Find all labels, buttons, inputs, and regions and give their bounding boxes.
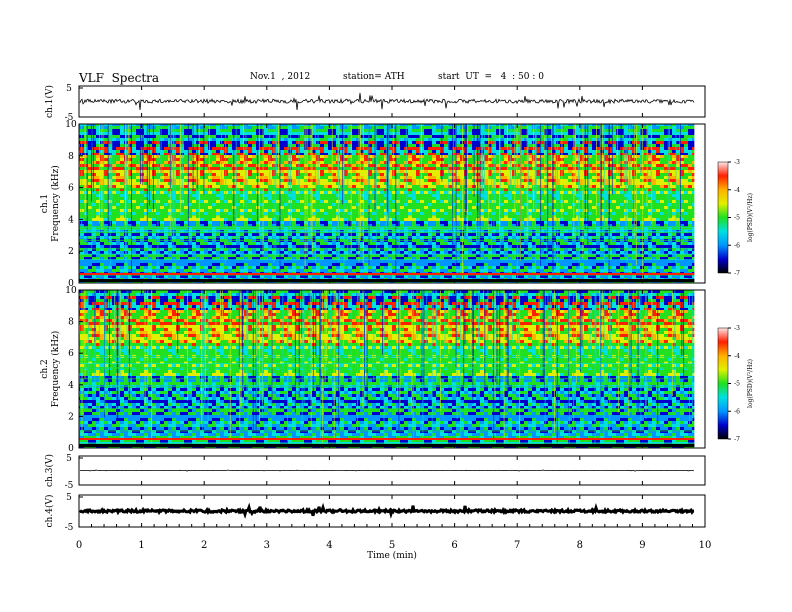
ch4_wave-ytick-0: 5: [66, 493, 72, 503]
xtick-label-3: 3: [264, 540, 270, 551]
ch1_spec-colorbar-tick-3: -6: [734, 242, 740, 249]
x-axis: 0 1 2 3 4 5 6 7 8 9 10 Time (min): [76, 86, 712, 561]
chart-title: VLF Spectra: [79, 71, 160, 85]
ch2_spec-colorbar-tick-0: -3: [734, 325, 740, 332]
start-ut-label: start UT = 4 : 50 : 0: [438, 72, 544, 82]
ch2_spec-channel-label: ch.2: [40, 359, 50, 378]
ch2_spec-ytick-0: 0: [68, 444, 74, 454]
xtick-label-1: 1: [138, 540, 144, 551]
ch1_spec-channel-label: ch.1: [40, 194, 50, 213]
x-axis-label: Time (min): [367, 550, 417, 561]
ch2_spec-ytick-5: 10: [65, 286, 77, 296]
ch1_spec-colorbar: [717, 161, 729, 274]
ch2_spec-spectrogram: 0 2 4 6 8 10 ch.2 Frequency (kHz) -3 -4 -5 -6 -7 log(…: [40, 286, 754, 454]
ch1_spec-spectrogram: 0 2 4 6 8 10 ch.1 Frequency (kHz) -3 -4 -5 -6 -7 log(…: [40, 120, 754, 289]
ch3_wave-waveform: 5 -5 ch.3(V): [44, 454, 706, 491]
station-label: station= ATH: [343, 72, 405, 82]
ch4_wave-waveform: 5 -5 ch.4(V): [44, 493, 706, 533]
ch1_spec-colorbar-tick-4: -7: [734, 270, 740, 277]
ch3_wave-trace: [80, 469, 695, 472]
ch1_wave-ylabel: ch.1(V): [44, 85, 55, 118]
xtick-label-0: 0: [76, 540, 82, 551]
xtick-label-9: 9: [639, 540, 645, 551]
ch2_spec-colorbar-tick-2: -5: [734, 381, 740, 388]
ch1_spec-colorbar-tick-2: -5: [734, 215, 740, 222]
ch1_spec-ylabel: Frequency (kHz): [50, 165, 61, 242]
xtick-label-5: 5: [389, 540, 395, 551]
ch1_spec-colorbar-label: log(PSD)(V²/Hz): [747, 193, 754, 242]
ch3_wave-ytick-0: 5: [66, 454, 72, 464]
ch2_spec-ytick-3: 6: [68, 349, 74, 359]
ch3_wave-ylabel: ch.3(V): [44, 454, 55, 487]
ch1_spec-colorbar-tick-1: -4: [734, 187, 740, 194]
ch2_spec-colorbar-tick-3: -6: [734, 408, 740, 415]
date-label: Nov.1 , 2012: [250, 72, 311, 82]
ch1_spec-ytick-3: 6: [68, 184, 74, 194]
xtick-label-7: 7: [514, 540, 520, 551]
ch1_spec-ytick-5: 10: [65, 120, 77, 130]
ch2_spec-colorbar: [717, 327, 729, 440]
xtick-label-6: 6: [451, 540, 457, 551]
ch2_spec-ytick-1: 2: [68, 412, 74, 422]
ch1_spec-ytick-2: 4: [68, 215, 74, 225]
ch1_wave-ytick-0: 5: [66, 84, 72, 94]
ch2_spec-ytick-4: 8: [68, 318, 74, 328]
xtick-label-10: 10: [699, 540, 712, 551]
xtick-label-2: 2: [201, 540, 207, 551]
ch2_spec-ytick-2: 4: [68, 381, 74, 391]
ch1_spec-ytick-4: 8: [68, 152, 74, 162]
ch2_spec-colorbar-tick-4: -7: [734, 436, 740, 443]
ch1_spec-ytick-0: 0: [68, 279, 74, 289]
ch4_wave-ytick-1: -5: [65, 523, 74, 533]
ch1_spec-colorbar-tick-0: -3: [734, 159, 740, 166]
xtick-label-8: 8: [577, 540, 583, 551]
ch2_spec-colorbar-tick-1: -4: [734, 353, 740, 360]
xtick-label-4: 4: [326, 540, 332, 551]
ch4_wave-ylabel: ch.4(V): [44, 495, 55, 528]
ch2_spec-spectrogram-image: [79, 290, 695, 448]
ch1_spec-ytick-1: 2: [68, 247, 74, 257]
ch4_wave-trace: [78, 502, 695, 520]
ch1_wave-waveform: 5 -5 ch.1(V): [44, 84, 706, 123]
ch3_wave-ytick-1: -5: [65, 481, 74, 491]
ch1_wave-trace: [79, 92, 695, 111]
ch1_wave-ytick-1: -5: [65, 113, 74, 123]
ch2_spec-colorbar-label: log(PSD)(V²/Hz): [747, 359, 754, 408]
ch2_spec-ylabel: Frequency (kHz): [50, 331, 61, 408]
